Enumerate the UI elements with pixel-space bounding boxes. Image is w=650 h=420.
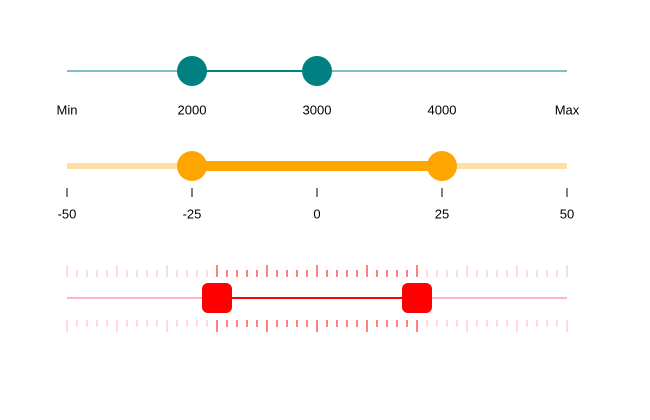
tick-label: -25 <box>183 206 202 221</box>
slider-thumb[interactable] <box>402 283 432 313</box>
slider-thumb[interactable] <box>302 56 332 86</box>
tick-label: 3000 <box>303 102 332 117</box>
tick-label: 0 <box>313 206 320 221</box>
slider-thumb[interactable] <box>177 151 207 181</box>
tick-label: -50 <box>58 206 77 221</box>
slider-thumb[interactable] <box>177 56 207 86</box>
tick-label: 25 <box>435 206 449 221</box>
tick-label: 50 <box>560 206 574 221</box>
tick-label: Min <box>57 102 78 117</box>
tick-label: 4000 <box>428 102 457 117</box>
slider-thumb[interactable] <box>427 151 457 181</box>
tick-label: 2000 <box>178 102 207 117</box>
tick-label: Max <box>555 102 580 117</box>
slider-thumb[interactable] <box>202 283 232 313</box>
